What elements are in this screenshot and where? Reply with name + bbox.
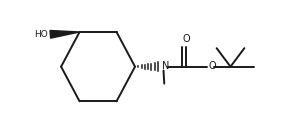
Text: O: O xyxy=(183,34,190,44)
Text: O: O xyxy=(208,61,216,71)
Text: HO: HO xyxy=(34,30,48,39)
Text: N: N xyxy=(162,61,169,71)
Polygon shape xyxy=(50,30,80,38)
